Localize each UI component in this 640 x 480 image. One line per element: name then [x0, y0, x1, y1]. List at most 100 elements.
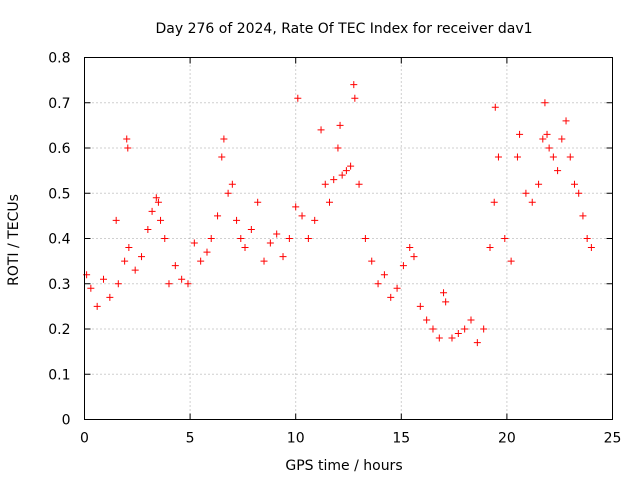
x-tick-label: 10 [287, 431, 305, 447]
data-point [583, 235, 591, 242]
y-tick-label: 0.7 [48, 96, 70, 112]
data-point [334, 144, 342, 152]
data-point [513, 153, 521, 161]
y-tick-label: 0.8 [48, 51, 70, 67]
data-point [100, 275, 108, 283]
data-point [317, 126, 325, 134]
data-point [351, 94, 359, 102]
data-point [406, 244, 414, 252]
data-point [486, 244, 494, 252]
y-tick-label: 0.5 [48, 186, 70, 202]
x-tick-label: 5 [186, 431, 195, 447]
data-point [214, 212, 222, 220]
data-point [494, 153, 502, 161]
data-point [184, 280, 192, 288]
data-point [325, 198, 333, 206]
data-point [220, 135, 228, 143]
data-point [190, 239, 198, 247]
data-point [361, 235, 369, 242]
data-point [380, 271, 388, 279]
x-tick-label: 0 [80, 431, 89, 447]
data-point [543, 130, 551, 138]
data-point [279, 253, 287, 261]
data-point [535, 180, 543, 188]
data-points [83, 81, 595, 347]
data-point [152, 194, 160, 202]
data-point [266, 239, 274, 247]
data-point [490, 198, 498, 206]
x-tick-label: 15 [392, 431, 410, 447]
y-tick-label: 0 [62, 413, 71, 429]
data-point [294, 94, 302, 102]
y-tick-label: 0.6 [48, 141, 70, 157]
data-point [247, 225, 255, 233]
y-tick-label: 0.2 [48, 322, 70, 338]
data-point [387, 293, 395, 301]
data-point [125, 244, 133, 252]
data-point [124, 144, 132, 152]
y-axis-ticks: 0 0.1 0.2 0.3 0.4 0.5 0.6 0.7 0.8 [48, 51, 613, 429]
data-point [228, 180, 236, 188]
data-point [123, 135, 131, 143]
grid-lines [84, 57, 613, 420]
chart-title: Day 276 of 2024, Rate Of TEC Index for r… [155, 21, 532, 37]
data-point [260, 257, 268, 265]
data-point [501, 235, 509, 242]
x-axis-label: GPS time / hours [285, 458, 402, 474]
data-point [549, 153, 557, 161]
data-point [570, 180, 578, 188]
data-point [522, 189, 530, 197]
data-point [410, 253, 418, 261]
data-point [207, 235, 215, 242]
data-point [399, 262, 407, 270]
data-point [338, 171, 346, 179]
y-tick-label: 0.1 [48, 367, 70, 383]
data-point [454, 330, 462, 338]
data-point [304, 235, 312, 242]
y-tick-label: 0.4 [48, 232, 70, 248]
data-point [416, 302, 424, 310]
data-point [516, 130, 524, 138]
data-point [112, 216, 120, 224]
data-point [442, 298, 450, 306]
data-point [355, 180, 363, 188]
x-tick-label: 20 [498, 431, 516, 447]
data-point [311, 216, 319, 224]
data-point [350, 81, 358, 89]
x-tick-label: 25 [604, 431, 622, 447]
data-point [374, 280, 382, 288]
data-point [203, 248, 211, 256]
data-point [575, 189, 583, 197]
data-point [114, 280, 122, 288]
data-point [87, 284, 95, 292]
data-point [171, 262, 179, 270]
data-point [587, 244, 595, 252]
data-point [165, 280, 173, 288]
data-point [448, 334, 456, 342]
data-point [254, 198, 262, 206]
data-point [292, 203, 300, 211]
data-point [285, 235, 293, 242]
data-point [298, 212, 306, 220]
data-point [157, 216, 165, 224]
data-point [393, 284, 401, 292]
data-point [528, 198, 536, 206]
y-tick-label: 0.3 [48, 277, 70, 293]
data-point [321, 180, 329, 188]
x-axis-ticks: 0 5 10 15 20 25 [80, 57, 622, 447]
data-point [562, 117, 570, 125]
data-point [342, 167, 350, 175]
data-point [144, 225, 152, 233]
data-point [241, 244, 249, 252]
data-point [473, 339, 481, 347]
data-point [218, 153, 226, 161]
data-point [131, 266, 139, 274]
data-point [541, 99, 549, 107]
data-point [539, 135, 547, 143]
data-point [558, 135, 566, 143]
data-point [154, 198, 162, 206]
data-point [368, 257, 376, 265]
data-point [467, 316, 475, 324]
data-point [224, 189, 232, 197]
